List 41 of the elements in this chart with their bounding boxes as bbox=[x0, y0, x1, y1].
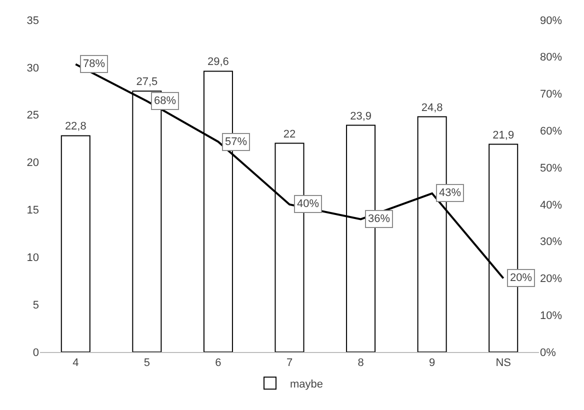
data-label: 23,9 bbox=[350, 110, 372, 122]
data-label: 22 bbox=[283, 128, 296, 140]
y2-tick-label: 50% bbox=[540, 162, 562, 174]
x-tick-label: 5 bbox=[144, 357, 150, 370]
data-label: 29,6 bbox=[208, 56, 229, 68]
y-tick-label: 35 bbox=[26, 14, 39, 27]
y2-tick-label: 0% bbox=[540, 346, 556, 359]
y2-tick-label: 10% bbox=[540, 310, 562, 322]
y2-tick-label: 80% bbox=[540, 52, 562, 64]
data-label: 27,5 bbox=[136, 76, 158, 88]
y2-tick-label: 60% bbox=[540, 126, 562, 138]
data-label: 21,9 bbox=[492, 129, 514, 142]
y-tick-label: 20 bbox=[26, 157, 39, 170]
y-tick-label: 5 bbox=[32, 299, 39, 312]
y-tick-label: 15 bbox=[26, 204, 39, 217]
data-label: 22,8 bbox=[64, 120, 86, 133]
y-tick-label: 25 bbox=[26, 110, 39, 122]
y-tick-label: 30 bbox=[26, 62, 39, 74]
data-label: 24,8 bbox=[421, 102, 443, 114]
legend-label: maybe bbox=[290, 378, 324, 390]
y2-tick-label: 20% bbox=[540, 273, 562, 286]
x-tick-label: 6 bbox=[215, 357, 222, 370]
bar bbox=[60, 135, 90, 352]
x-tick-label: NS bbox=[496, 357, 511, 370]
y2-tick-label: 90% bbox=[540, 14, 562, 27]
y2-tick-label: 70% bbox=[540, 88, 562, 101]
y-tick-label: 0 bbox=[32, 346, 39, 359]
data-label: 20% bbox=[510, 272, 532, 284]
data-label: 78% bbox=[83, 58, 106, 70]
y2-tick-label: 40% bbox=[540, 199, 562, 212]
x-tick-label: 7 bbox=[286, 357, 293, 370]
data-label: 40% bbox=[297, 198, 320, 210]
data-label: 57% bbox=[225, 136, 248, 148]
y2-tick-label: 30% bbox=[540, 236, 562, 248]
y-tick-label: 10 bbox=[26, 252, 39, 264]
data-label: 43% bbox=[439, 187, 462, 199]
x-tick-label: 4 bbox=[72, 357, 79, 370]
data-label: 68% bbox=[154, 95, 176, 107]
x-tick-label: 8 bbox=[358, 357, 364, 370]
x-tick-label: 9 bbox=[429, 357, 436, 370]
data-label: 36% bbox=[368, 213, 390, 225]
